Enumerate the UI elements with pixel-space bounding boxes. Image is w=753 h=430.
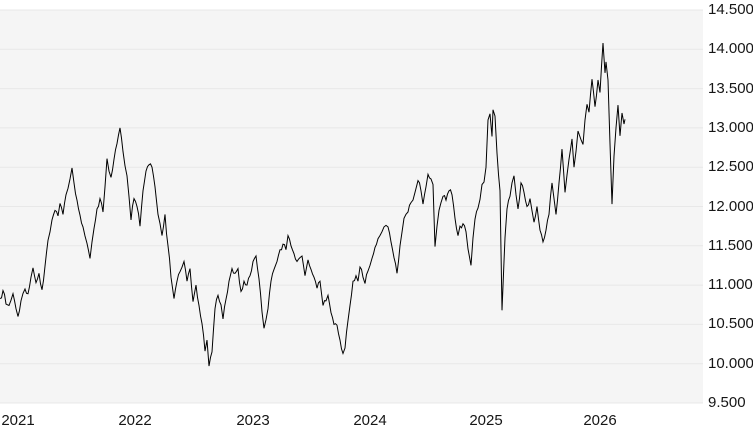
y-axis-label: 12.500 — [708, 158, 753, 176]
y-axis-label: 10.500 — [708, 315, 753, 333]
y-axis-label: 11.500 — [708, 236, 753, 254]
x-axis-label: 2023 — [236, 412, 270, 429]
y-axis-label: 12.000 — [708, 197, 753, 215]
x-axis-label: 2026 — [583, 412, 617, 429]
y-axis-label: 10.000 — [708, 354, 753, 372]
y-axis-label: 11.000 — [708, 276, 753, 294]
price-line — [0, 42, 626, 367]
x-axis-label: 2024 — [353, 412, 387, 429]
y-axis-label: 14.000 — [708, 40, 753, 58]
x-axis-label: 2022 — [118, 412, 152, 429]
x-axis-label: 2025 — [469, 412, 503, 429]
y-axis-label: 13.500 — [708, 79, 753, 97]
y-axis-label: 13.000 — [708, 118, 753, 136]
y-axis-label: 9.500 — [708, 394, 746, 411]
x-axis-label: 2021 — [1, 412, 35, 429]
y-axis-label: 14.500 — [708, 1, 753, 18]
